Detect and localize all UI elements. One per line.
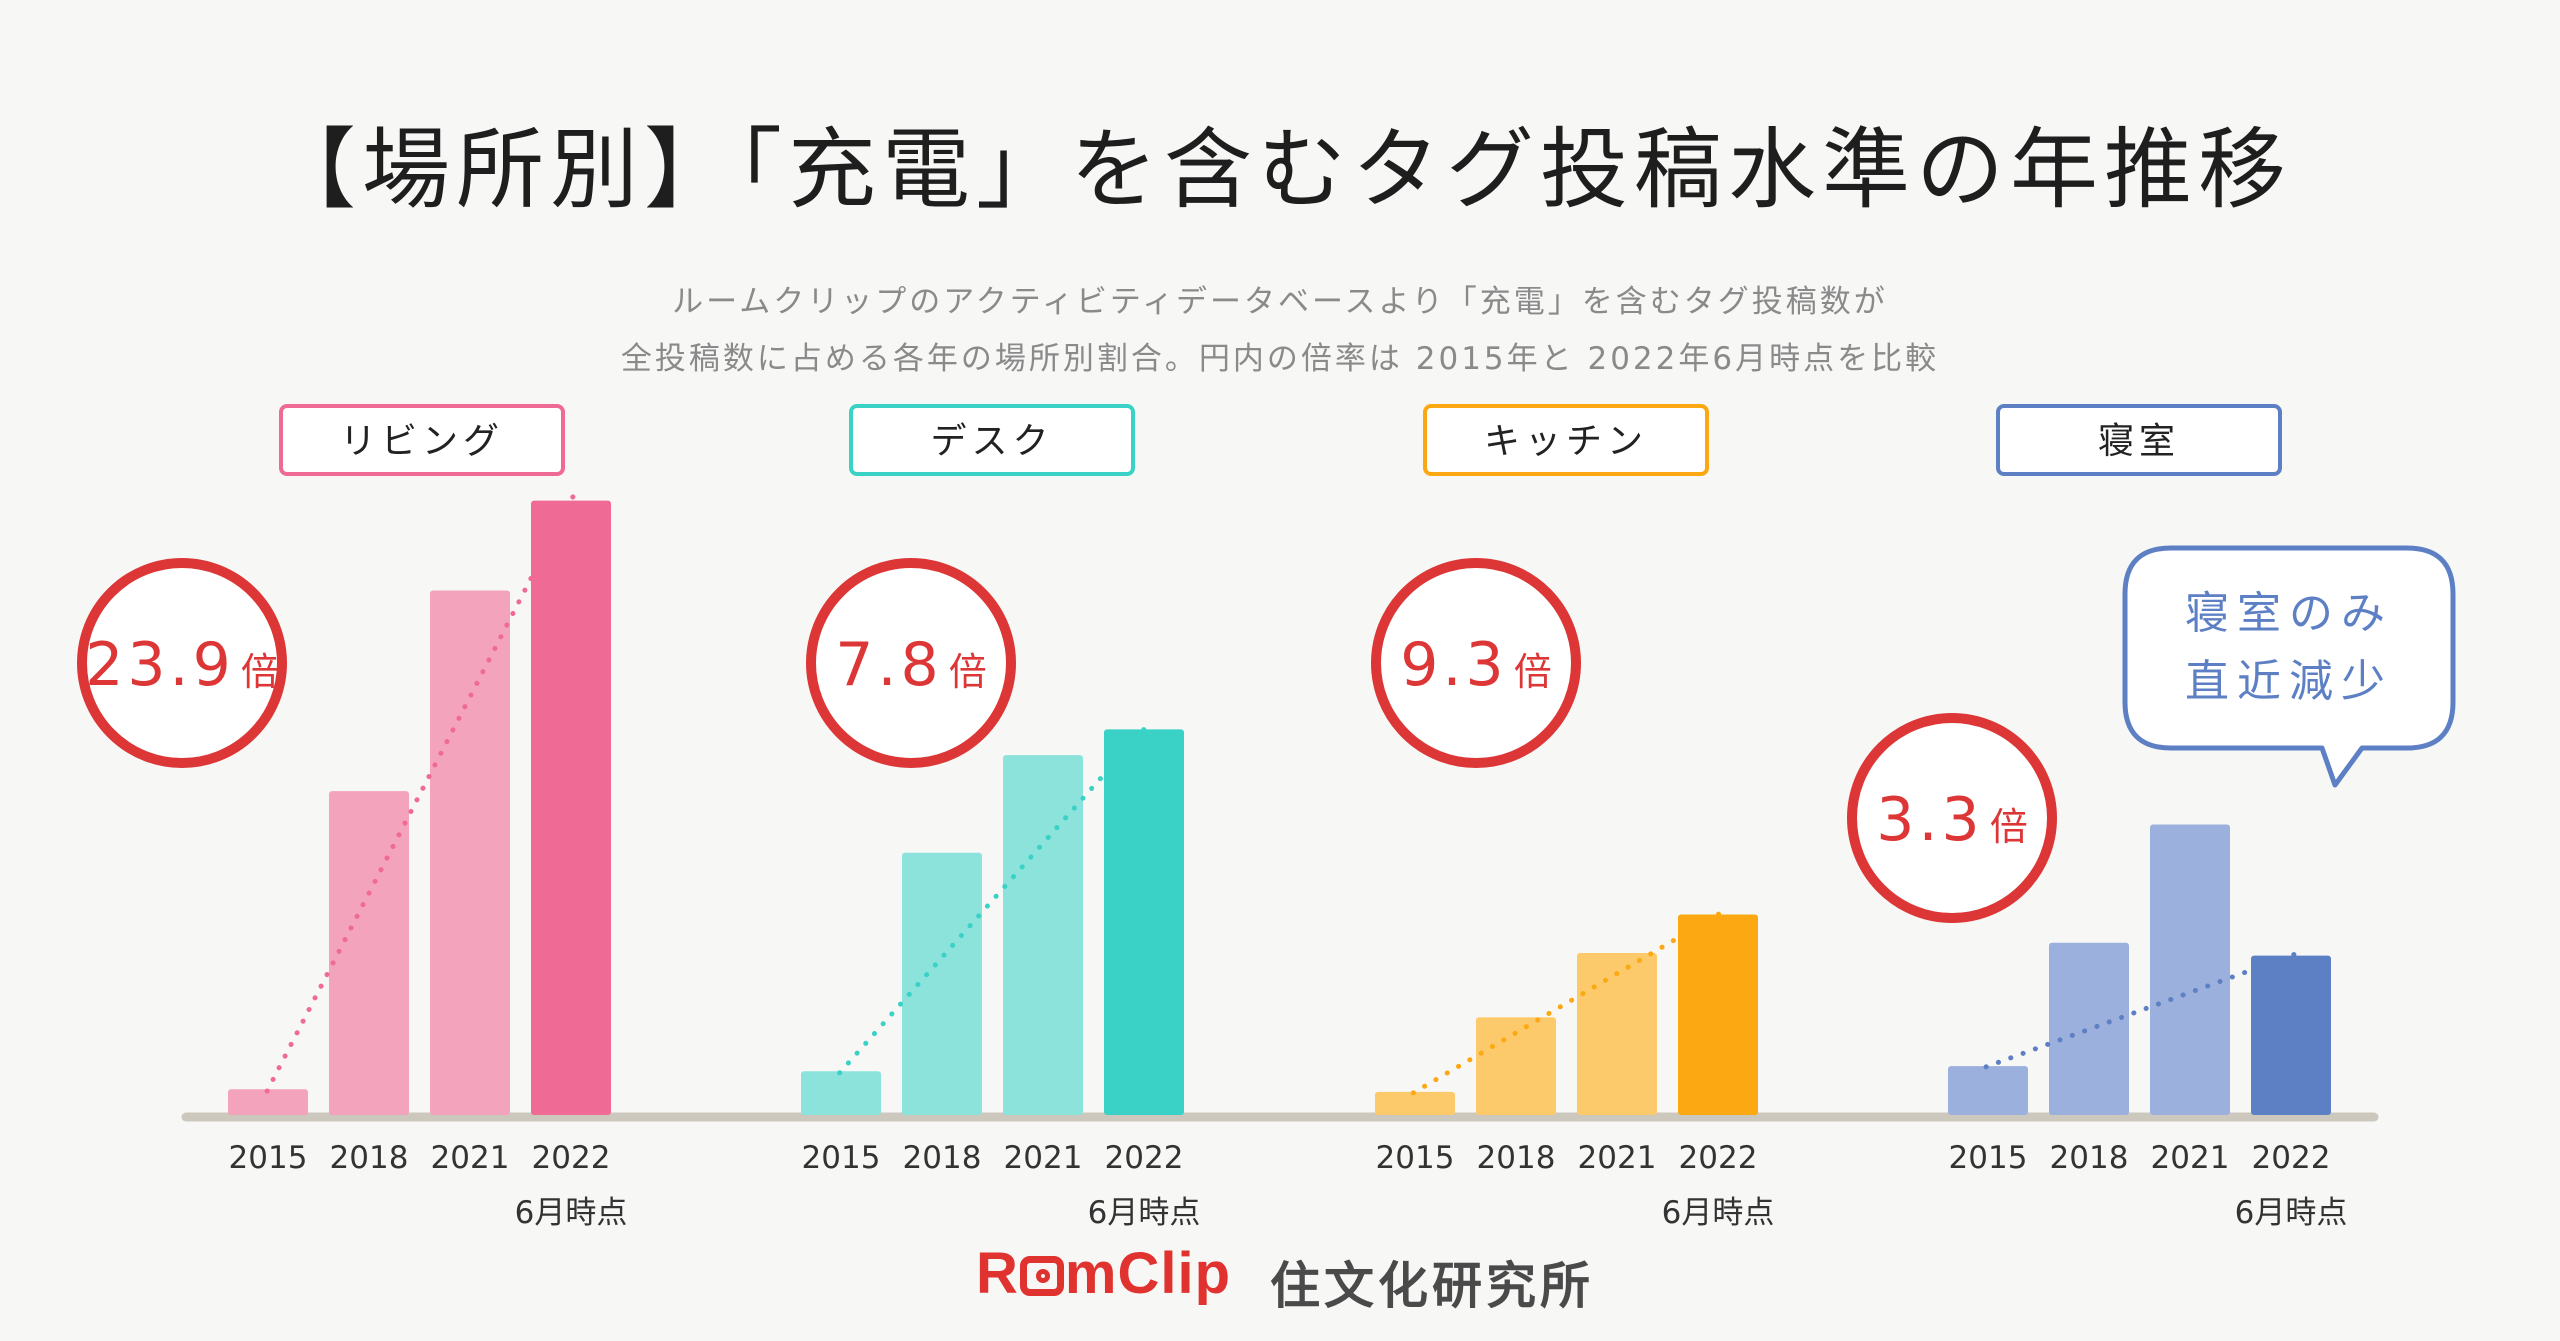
- legend-box-living: [279, 404, 565, 476]
- x-tick-note-desk: 6月時点: [1088, 1195, 1201, 1231]
- ratio-label-kitchen: 9.3 倍: [1400, 630, 1551, 700]
- x-tick-label-kitchen-2015: 2015: [1376, 1140, 1455, 1176]
- bar-desk-2021: [1003, 755, 1083, 1115]
- x-tick-note-kitchen: 6月時点: [1662, 1195, 1775, 1231]
- bar-bedroom-2018: [2049, 942, 2129, 1115]
- trend-line-kitchen: [1410, 909, 1725, 1096]
- x-tick-label-desk-2015: 2015: [802, 1140, 881, 1176]
- ratio-label-desk: 7.8 倍: [835, 630, 986, 700]
- x-tick-label-desk-2021: 2021: [1004, 1140, 1083, 1176]
- legend-box-kitchen: [1423, 404, 1709, 476]
- legend-label-living: リビング: [340, 421, 504, 462]
- bar-living-2021: [430, 590, 510, 1115]
- bar-kitchen-2022: [1678, 914, 1758, 1115]
- bar-bedroom-2021: [2150, 824, 2230, 1115]
- trend-line-living: [264, 493, 576, 1094]
- x-tick-label-living-2021: 2021: [431, 1140, 510, 1176]
- ratio-circle-desk: [806, 558, 1016, 768]
- footer-org-name: 住文化研究所: [1270, 1257, 1594, 1315]
- x-tick-label-desk-2022: 2022: [1105, 1140, 1184, 1176]
- ratio-label-bedroom: 3.3 倍: [1876, 785, 2027, 855]
- bar-desk-2018: [902, 852, 982, 1115]
- x-tick-note-bedroom: 6月時点: [2235, 1195, 2348, 1231]
- legend-box-bedroom: [1996, 404, 2282, 476]
- annotation-line-1: 寝室のみ: [2185, 588, 2393, 639]
- x-tick-label-bedroom-2022: 2022: [2252, 1140, 2331, 1176]
- bar-desk-2015: [801, 1071, 881, 1115]
- x-tick-label-bedroom-2015: 2015: [1949, 1140, 2028, 1176]
- x-tick-label-bedroom-2018: 2018: [2050, 1140, 2129, 1176]
- trend-line-desk: [837, 723, 1150, 1076]
- bar-kitchen-2021: [1577, 953, 1657, 1115]
- x-tick-label-living-2022: 2022: [532, 1140, 611, 1176]
- annotation-line-2: 直近減少: [2185, 656, 2393, 707]
- bar-bedroom-2022: [2251, 955, 2331, 1115]
- subtitle-line-2: 全投稿数に占める各年の場所別割合。円内の倍率は 2015年と 2022年6月時点…: [620, 341, 1940, 377]
- x-tick-label-living-2015: 2015: [229, 1140, 308, 1176]
- bar-living-2018: [329, 791, 409, 1115]
- ratio-circle-kitchen: [1371, 558, 1581, 768]
- x-tick-label-living-2018: 2018: [330, 1140, 409, 1176]
- subtitle-line-1: ルームクリップのアクティビティデータベースより「充電」を含むタグ投稿数が: [672, 284, 1888, 320]
- bar-bedroom-2015: [1948, 1066, 2028, 1115]
- legend-box-desk: [849, 404, 1135, 476]
- bar-kitchen-2018: [1476, 1017, 1556, 1115]
- x-tick-label-desk-2018: 2018: [903, 1140, 982, 1176]
- ratio-circle-living: [77, 558, 287, 768]
- legend-label-kitchen: キッチン: [1484, 421, 1648, 462]
- legend-label-bedroom: 寝室: [2098, 421, 2180, 462]
- ratio-label-living: 23.9 倍: [85, 630, 279, 700]
- x-tick-label-kitchen-2022: 2022: [1679, 1140, 1758, 1176]
- annotation-bubble: [2122, 545, 2456, 788]
- camera-icon: [1019, 1256, 1064, 1296]
- x-tick-note-living: 6月時点: [515, 1195, 628, 1231]
- bar-living-2015: [228, 1089, 308, 1115]
- bar-kitchen-2015: [1375, 1091, 1455, 1115]
- x-tick-label-kitchen-2021: 2021: [1578, 1140, 1657, 1176]
- ratio-circle-bedroom: [1847, 713, 2057, 923]
- bar-living-2022: [531, 500, 611, 1116]
- page-title: 【場所別】「充電」を含むタグ投稿水準の年推移: [267, 118, 2292, 221]
- x-tick-label-bedroom-2021: 2021: [2151, 1140, 2230, 1176]
- trend-line-bedroom: [1983, 951, 2299, 1070]
- x-tick-label-kitchen-2018: 2018: [1477, 1140, 1556, 1176]
- bar-desk-2022: [1104, 729, 1184, 1115]
- legend-label-desk: デスク: [930, 421, 1053, 462]
